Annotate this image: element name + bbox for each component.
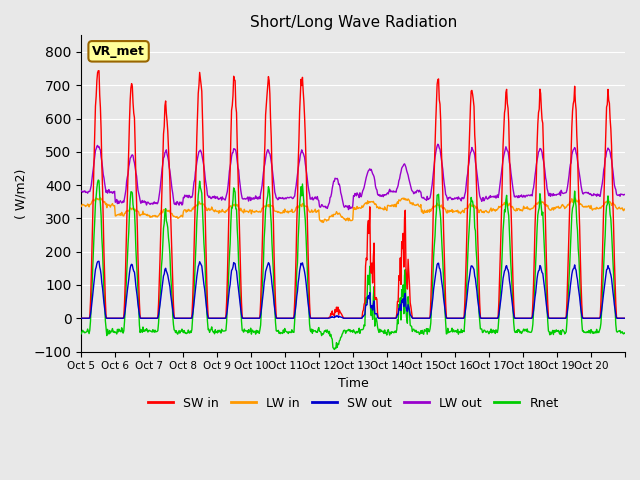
Legend: SW in, LW in, SW out, LW out, Rnet: SW in, LW in, SW out, LW out, Rnet bbox=[143, 392, 564, 415]
Y-axis label: ( W/m2): ( W/m2) bbox=[15, 168, 28, 218]
Text: VR_met: VR_met bbox=[92, 45, 145, 58]
X-axis label: Time: Time bbox=[338, 377, 369, 390]
Title: Short/Long Wave Radiation: Short/Long Wave Radiation bbox=[250, 15, 457, 30]
